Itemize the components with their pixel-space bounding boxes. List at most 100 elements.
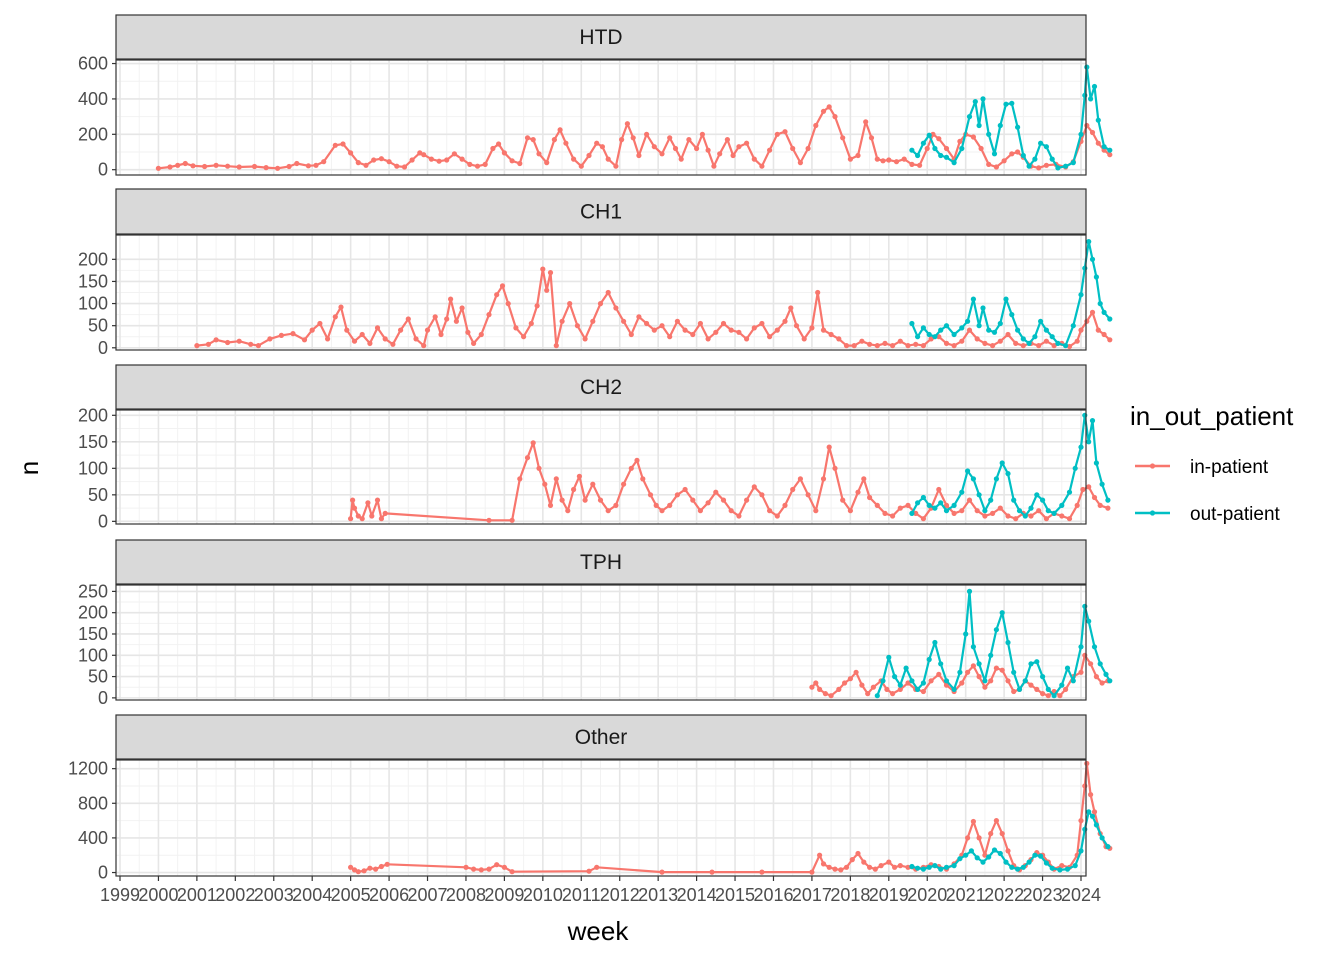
data-point-out-patient (991, 847, 998, 853)
data-point-in-patient (951, 510, 957, 516)
x-tick-label-2005: 2005 (331, 885, 371, 905)
data-point-in-patient (1045, 693, 1051, 699)
data-point-in-patient (202, 163, 208, 170)
legend-key-point-in-patient (1149, 463, 1156, 469)
data-point-in-patient (384, 861, 390, 867)
data-point-in-patient (847, 156, 854, 162)
data-point-in-patient (1074, 502, 1080, 508)
data-point-in-patient (605, 289, 611, 296)
data-point-in-patient (815, 289, 821, 296)
data-point-in-patient (474, 163, 481, 169)
data-point-out-patient (1086, 239, 1092, 245)
data-point-in-patient (1095, 327, 1101, 333)
data-point-in-patient (867, 494, 873, 501)
data-point-out-patient (1107, 316, 1113, 322)
data-point-in-patient (982, 513, 988, 519)
data-point-out-patient (1055, 165, 1061, 171)
data-point-in-patient (897, 338, 903, 344)
data-point-in-patient (182, 160, 188, 167)
data-point-out-patient (957, 669, 963, 675)
data-point-in-patient (913, 341, 919, 347)
data-point-out-patient (1107, 147, 1113, 153)
data-point-in-patient (890, 513, 896, 519)
data-point-out-patient (1057, 867, 1063, 873)
data-point-in-patient (813, 508, 819, 514)
data-point-in-patient (486, 866, 492, 872)
data-point-in-patient (813, 122, 819, 129)
data-point-in-patient (767, 508, 773, 514)
data-point-in-patient (690, 331, 696, 338)
data-point-in-patient (936, 671, 942, 678)
data-point-in-patient (597, 301, 604, 307)
data-point-out-patient (1059, 682, 1065, 688)
y-tick-label-ch1-100: 100 (78, 294, 108, 314)
data-point-in-patient (1013, 516, 1019, 522)
data-point-in-patient (744, 497, 750, 503)
data-point-out-patient (951, 686, 957, 693)
data-point-out-patient (1107, 678, 1113, 684)
data-point-in-patient (651, 144, 657, 150)
data-point-in-patient (597, 497, 604, 503)
data-point-in-patient (421, 343, 427, 349)
data-point-in-patient (774, 131, 780, 137)
data-point-in-patient (348, 864, 354, 870)
data-point-in-patient (398, 327, 404, 333)
data-point-in-patient (286, 163, 292, 170)
data-point-in-patient (886, 157, 892, 163)
data-point-out-patient (986, 131, 992, 137)
data-point-in-patient (559, 318, 565, 324)
data-point-in-patient (459, 156, 465, 162)
strip-other (115, 714, 1087, 760)
data-point-out-patient (966, 114, 973, 120)
data-point-out-patient (965, 468, 971, 474)
data-point-in-patient (751, 484, 757, 490)
data-point-out-patient (1097, 301, 1103, 307)
data-point-in-patient (517, 160, 523, 167)
data-point-in-patient (1084, 318, 1090, 324)
data-point-in-patient (736, 329, 742, 335)
data-point-in-patient (874, 343, 880, 349)
data-point-in-patient (374, 497, 381, 503)
data-point-in-patient (390, 341, 396, 347)
data-point-in-patient (594, 140, 600, 146)
data-point-in-patient (351, 505, 358, 511)
data-point-in-patient (1001, 158, 1007, 164)
data-point-in-patient (213, 162, 219, 168)
data-point-out-patient (1020, 864, 1026, 870)
data-point-in-patient (501, 150, 507, 156)
data-point-in-patient (382, 510, 388, 516)
data-point-out-patient (932, 505, 938, 511)
data-point-in-patient (540, 266, 546, 272)
x-tick-label-2023: 2023 (1023, 885, 1063, 905)
data-point-in-patient (705, 500, 711, 506)
data-point-out-patient (1103, 671, 1109, 678)
data-point-in-patient (1005, 331, 1011, 338)
data-point-out-patient (920, 494, 927, 501)
data-point-in-patient (686, 137, 692, 143)
series-in-patient-ch2 (348, 440, 1111, 523)
data-point-in-patient (751, 156, 757, 162)
data-point-in-patient (1036, 165, 1042, 171)
data-point-in-patient (828, 693, 834, 699)
y-tick-label-ch2-150: 150 (78, 432, 108, 452)
data-point-in-patient (820, 108, 827, 114)
data-point-out-patient (993, 476, 1000, 482)
data-point-in-patient (459, 305, 465, 311)
data-point-in-patient (997, 338, 1003, 344)
data-point-out-patient (1028, 661, 1034, 667)
data-point-in-patient (547, 270, 554, 276)
data-point-in-patient (863, 119, 869, 125)
data-point-out-patient (1034, 659, 1040, 665)
data-point-out-patient (1049, 334, 1055, 340)
data-point-in-patient (194, 343, 200, 349)
data-point-in-patient (644, 131, 650, 137)
data-point-out-patient (1020, 152, 1026, 159)
data-point-in-patient (213, 337, 219, 343)
data-point-out-patient (1038, 853, 1044, 859)
data-point-out-patient (1082, 603, 1088, 609)
data-point-out-patient (1101, 309, 1107, 315)
series-in-patient-htd (155, 104, 1113, 171)
data-point-in-patient (1043, 516, 1049, 522)
data-point-in-patient (605, 156, 611, 162)
x-tick-label-2020: 2020 (907, 885, 947, 905)
